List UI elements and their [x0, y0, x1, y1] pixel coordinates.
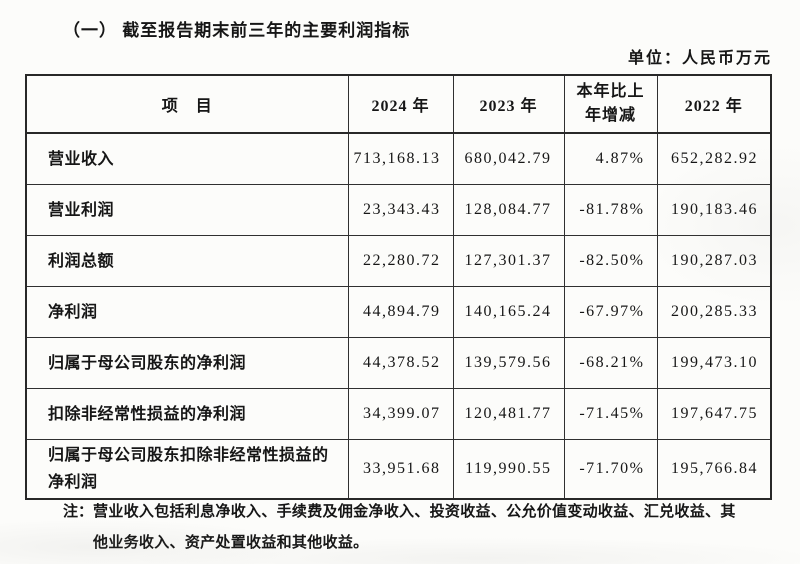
value-2022: 195,766.84 — [656, 439, 772, 500]
value-2023: 120,481.77 — [452, 388, 565, 440]
profit-indicators-table: 项 目 2024 年 2023 年 本年比上 年增减 2022 年 营业收入 7… — [25, 74, 772, 500]
item-label: 归属于母公司股东的净利润 — [25, 337, 349, 389]
footnote-label: 注： — [63, 504, 94, 520]
value-yoy-change: -71.45% — [563, 388, 658, 440]
value-2024: 22,280.72 — [347, 235, 454, 287]
unit-label: 单位：人民币万元 — [627, 50, 772, 67]
value-yoy-change: -81.78% — [563, 184, 658, 236]
table-row: 扣除非经常性损益的净利润 34,399.07 120,481.77 -71.45… — [25, 388, 772, 440]
table-row: 营业收入 713,168.13 680,042.79 4.87% 652,282… — [25, 132, 772, 185]
section-title: （一） 截至报告期末前三年的主要利润指标 — [63, 21, 411, 40]
item-label: 扣除非经常性损益的净利润 — [25, 388, 349, 440]
item-label: 营业利润 — [25, 184, 349, 236]
value-2022: 190,287.03 — [656, 235, 772, 287]
value-2023: 128,084.77 — [452, 184, 565, 236]
value-yoy-change: -67.97% — [563, 286, 658, 338]
table-header-row: 项 目 2024 年 2023 年 本年比上 年增减 2022 年 — [25, 74, 772, 134]
table-row: 归属于母公司股东扣除非经常性损益的 净利润 33,951.68 119,990.… — [25, 439, 772, 500]
value-2023: 680,042.79 — [452, 132, 565, 185]
value-2023: 140,165.24 — [452, 286, 565, 338]
value-2022: 190,183.46 — [656, 184, 772, 236]
value-2022: 200,285.33 — [656, 286, 772, 338]
value-2023: 119,990.55 — [452, 439, 565, 500]
table-row: 净利润 44,894.79 140,165.24 -67.97% 200,285… — [25, 286, 772, 338]
value-2024: 23,343.43 — [347, 184, 454, 236]
header-2024: 2024 年 — [347, 74, 454, 134]
header-item: 项 目 — [25, 74, 349, 134]
value-2023: 127,301.37 — [452, 235, 565, 287]
header-2022: 2022 年 — [656, 74, 772, 134]
value-2022: 652,282.92 — [656, 132, 772, 185]
value-2023: 139,579.56 — [452, 337, 565, 389]
value-yoy-change: -71.70% — [563, 439, 658, 500]
table-row: 利润总额 22,280.72 127,301.37 -82.50% 190,28… — [25, 235, 772, 287]
value-2022: 197,647.75 — [656, 388, 772, 440]
value-2022: 199,473.10 — [656, 337, 772, 389]
value-2024: 44,894.79 — [347, 286, 454, 338]
value-2024: 713,168.13 — [347, 132, 454, 185]
table-row: 归属于母公司股东的净利润 44,378.52 139,579.56 -68.21… — [25, 337, 772, 389]
table-row: 营业利润 23,343.43 128,084.77 -81.78% 190,18… — [25, 184, 772, 236]
value-yoy-change: 4.87% — [563, 132, 658, 185]
header-2023: 2023 年 — [452, 74, 565, 134]
value-2024: 34,399.07 — [347, 388, 454, 440]
value-2024: 44,378.52 — [347, 337, 454, 389]
item-label: 利润总额 — [25, 235, 349, 287]
value-2024: 33,951.68 — [347, 439, 454, 500]
value-yoy-change: -82.50% — [563, 235, 658, 287]
footnote: 注： 营业收入包括利息净收入、手续费及佣金净收入、投资收益、公允价值变动收益、汇… — [63, 497, 771, 559]
item-label: 营业收入 — [25, 132, 349, 185]
value-yoy-change: -68.21% — [563, 337, 658, 389]
header-yoy-change: 本年比上 年增减 — [563, 74, 658, 134]
footnote-text: 营业收入包括利息净收入、手续费及佣金净收入、投资收益、公允价值变动收益、汇兑收益… — [93, 504, 736, 551]
item-label: 归属于母公司股东扣除非经常性损益的 净利润 — [25, 439, 349, 500]
item-label: 净利润 — [25, 286, 349, 338]
